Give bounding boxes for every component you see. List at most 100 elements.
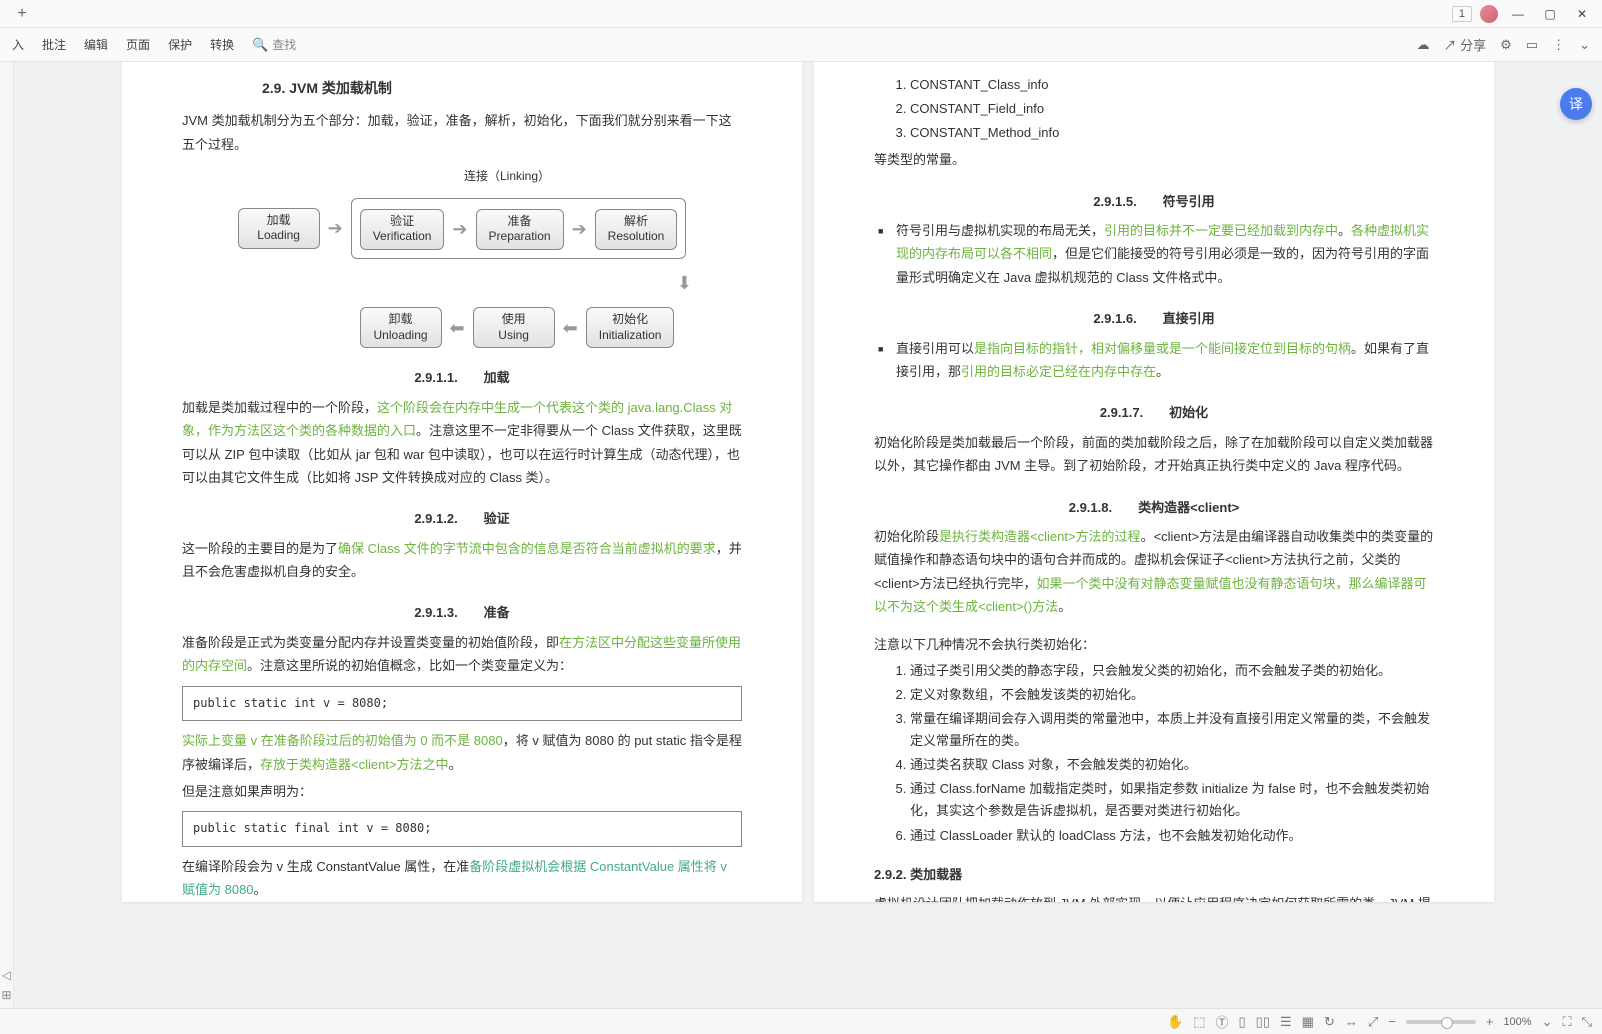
zoom-slider[interactable]: [1406, 1020, 1476, 1024]
h-292: 2.9.2. 类加载器: [874, 863, 1434, 886]
arrow-left-icon: ⬅: [563, 312, 578, 344]
link[interactable]: 引用的目标并不一定要已经加载到内存中: [1104, 223, 1338, 238]
fullscreen-icon[interactable]: ⛶: [1562, 1014, 1571, 1030]
list-item: 直接引用可以是指向目标的指针，相对偏移量或是一个能间接定位到目标的句柄。如果有了…: [878, 337, 1434, 384]
link[interactable]: 确保 Class 文件的字节流中包含的信息是否符合当前虚拟机的要求: [338, 541, 716, 556]
view-double-icon[interactable]: ▯▯: [1256, 1014, 1270, 1030]
translate-float-button[interactable]: 译: [1560, 88, 1592, 120]
box-resolution: 解析Resolution: [595, 209, 678, 250]
arrow-left-icon: ⬅: [450, 312, 465, 344]
tb-item-2[interactable]: 编辑: [84, 36, 108, 53]
list-item: CONSTANT_Field_info: [910, 98, 1434, 120]
text-tool-icon[interactable]: Ⓣ: [1216, 1012, 1229, 1031]
s8-list: 通过子类引用父类的静态字段，只会触发父类的初始化，而不会触发子类的初始化。 定义…: [884, 660, 1434, 847]
gutter-arrow-icon[interactable]: ◁: [2, 968, 11, 982]
chevron-down-icon[interactable]: ⌄: [1542, 1014, 1553, 1030]
list-item: 常量在编译期间会存入调用类的常量池中，本质上并没有直接引用定义常量的类，不会触发…: [910, 708, 1434, 752]
s3-p2: 实际上变量 v 在准备阶段过后的初始值为 0 而不是 8080，将 v 赋值为 …: [182, 729, 742, 776]
page-left: 2.9. JVM 类加载机制 JVM 类加载机制分为五个部分：加载，验证，准备，…: [122, 62, 802, 902]
screen-icon[interactable]: ▭: [1526, 37, 1538, 53]
linking-group: 验证Verification ➔ 准备Preparation ➔ 解析Resol…: [351, 198, 687, 259]
s5-list: 符号引用与虚拟机实现的布局无关，引用的目标并不一定要已经加载到内存中。各种虚拟机…: [874, 219, 1434, 289]
classload-diagram: 连接（Linking） 加载Loading ➔ 验证Verification ➔…: [182, 166, 742, 348]
fit-page-icon[interactable]: ⤢: [1368, 1014, 1378, 1030]
s7-p: 初始化阶段是类加载最后一个阶段，前面的类加载阶段之后，除了在加载阶段可以自定义类…: [874, 431, 1434, 478]
rotate-icon[interactable]: ↻: [1324, 1014, 1335, 1030]
zoom-in-button[interactable]: +: [1486, 1014, 1494, 1029]
titlebar: + 1 — ▢ ✕: [0, 0, 1602, 28]
s3-p1: 准备阶段是正式为类变量分配内存并设置类变量的初始值阶段，即在方法区中分配这些变量…: [182, 631, 742, 678]
minimize-button[interactable]: —: [1506, 4, 1530, 24]
intro-para: JVM 类加载机制分为五个部分：加载，验证，准备，解析，初始化，下面我们就分别来…: [182, 109, 742, 156]
toolbar-right: ☁ ↗ 分享 ⚙ ▭ ⋮ ⌄: [1417, 35, 1591, 54]
tb-item-3[interactable]: 页面: [126, 36, 150, 53]
list-item: 符号引用与虚拟机实现的布局无关，引用的目标并不一定要已经加载到内存中。各种虚拟机…: [878, 219, 1434, 289]
titlebar-right: 1 — ▢ ✕: [1452, 4, 1602, 24]
section-2-9: 2.9. JVM 类加载机制: [262, 76, 742, 101]
view-single-icon[interactable]: ▯: [1239, 1014, 1246, 1030]
arrow-right-icon: ➔: [572, 213, 587, 245]
toolbar: 入 批注 编辑 页面 保护 转换 🔍查找 ☁ ↗ 分享 ⚙ ▭ ⋮ ⌄: [0, 28, 1602, 62]
h-2918: 2.9.1.8. 类构造器<client>: [874, 496, 1434, 519]
code-2: public static final int v = 8080;: [182, 811, 742, 847]
pages-wrap: 2.9. JVM 类加载机制 JVM 类加载机制分为五个部分：加载，验证，准备，…: [14, 62, 1602, 1008]
fit-width-icon[interactable]: ↔: [1345, 1014, 1358, 1029]
cloud-icon[interactable]: ☁: [1417, 37, 1430, 53]
statusbar-right: ✋ ⬚ Ⓣ ▯ ▯▯ ☰ ▦ ↻ ↔ ⤢ − + 100% ⌄ ⛶ ⤡: [1167, 1012, 1592, 1031]
zoom-label: 100%: [1503, 1016, 1531, 1028]
s1-p: 加载是类加载过程中的一个阶段，这个阶段会在内存中生成一个代表这个类的 java.…: [182, 396, 742, 490]
user-avatar[interactable]: [1480, 5, 1498, 23]
box-using: 使用Using: [473, 307, 555, 348]
share-button[interactable]: ↗ 分享: [1444, 35, 1487, 54]
link[interactable]: 是执行类构造器<client>方法的过程: [939, 529, 1141, 544]
share-label: 分享: [1460, 38, 1486, 53]
s8-p1: 初始化阶段是执行类构造器<client>方法的过程。<client>方法是由编译…: [874, 525, 1434, 619]
zoom-out-button[interactable]: −: [1388, 1014, 1396, 1029]
list-item: 定义对象数组，不会触发该类的初始化。: [910, 684, 1434, 706]
const-list: CONSTANT_Class_info CONSTANT_Field_info …: [884, 74, 1434, 144]
s3-p4: 在编译阶段会为 v 生成 ConstantValue 属性，在准备阶段虚拟机会根…: [182, 855, 742, 902]
maximize-button[interactable]: ▢: [1538, 4, 1562, 24]
content-area: ◁ ⊞ 2.9. JVM 类加载机制 JVM 类加载机制分为五个部分：加载，验证…: [0, 62, 1602, 1008]
link[interactable]: 实际上变量 v 在准备阶段过后的初始值为 0 而不是 8080: [182, 733, 503, 748]
gear-icon[interactable]: ⚙: [1500, 37, 1512, 53]
link[interactable]: 引用的目标必定已经在内存中存在: [961, 364, 1156, 379]
arrow-right-icon: ➔: [452, 213, 467, 245]
page-right: CONSTANT_Class_info CONSTANT_Field_info …: [814, 62, 1494, 902]
s6-list: 直接引用可以是指向目标的指针，相对偏移量或是一个能间接定位到目标的句柄。如果有了…: [874, 337, 1434, 384]
list-item: CONSTANT_Method_info: [910, 122, 1434, 144]
code-1: public static int v = 8080;: [182, 686, 742, 722]
new-tab-button[interactable]: +: [8, 4, 36, 24]
list-item: 通过 ClassLoader 默认的 loadClass 方法，也不会触发初始化…: [910, 825, 1434, 847]
const-tail: 等类型的常量。: [874, 148, 1434, 171]
h-2911: 2.9.1.1. 加载: [182, 366, 742, 389]
link[interactable]: 存放于类构造器<client>方法之中: [260, 757, 449, 772]
app-window: + 1 — ▢ ✕ 入 批注 编辑 页面 保护 转换 🔍查找 ☁ ↗ 分享 ⚙ …: [0, 0, 1602, 1034]
hand-tool-icon[interactable]: ✋: [1167, 1014, 1183, 1030]
link[interactable]: 是指向目标的指针，相对偏移量或是一个能间接定位到目标的句柄: [974, 341, 1351, 356]
s9-p: 虚拟机设计团队把加载动作放到 JVM 外部实现，以便让应用程序决定如何获取所需的…: [874, 892, 1434, 902]
tb-item-1[interactable]: 批注: [42, 36, 66, 53]
search-box[interactable]: 🔍查找: [252, 36, 296, 53]
gutter-plus-icon[interactable]: ⊞: [1, 988, 11, 1002]
search-label: 查找: [272, 36, 296, 53]
expand-icon[interactable]: ⤡: [1582, 1014, 1592, 1030]
view-grid-icon[interactable]: ▦: [1302, 1014, 1314, 1030]
tb-item-4[interactable]: 保护: [168, 36, 192, 53]
s8-p2: 注意以下几种情况不会执行类初始化：: [874, 633, 1434, 656]
tb-item-0[interactable]: 入: [12, 36, 24, 53]
left-gutter: ◁ ⊞: [0, 62, 14, 1008]
view-continuous-icon[interactable]: ☰: [1280, 1014, 1292, 1030]
search-icon: 🔍: [252, 37, 268, 53]
close-button[interactable]: ✕: [1570, 4, 1594, 24]
arrow-down-icon: ⬇: [677, 267, 692, 299]
more-icon[interactable]: ⋮: [1552, 37, 1565, 53]
s2-p: 这一阶段的主要目的是为了确保 Class 文件的字节流中包含的信息是否符合当前虚…: [182, 537, 742, 584]
select-tool-icon[interactable]: ⬚: [1193, 1014, 1205, 1030]
chevron-down-icon[interactable]: ⌄: [1579, 37, 1590, 53]
page-indicator: 1: [1452, 6, 1472, 22]
box-unloading: 卸载Unloading: [360, 307, 442, 348]
tb-item-5[interactable]: 转换: [210, 36, 234, 53]
box-preparation: 准备Preparation: [476, 209, 564, 250]
s3-p3: 但是注意如果声明为：: [182, 780, 742, 803]
